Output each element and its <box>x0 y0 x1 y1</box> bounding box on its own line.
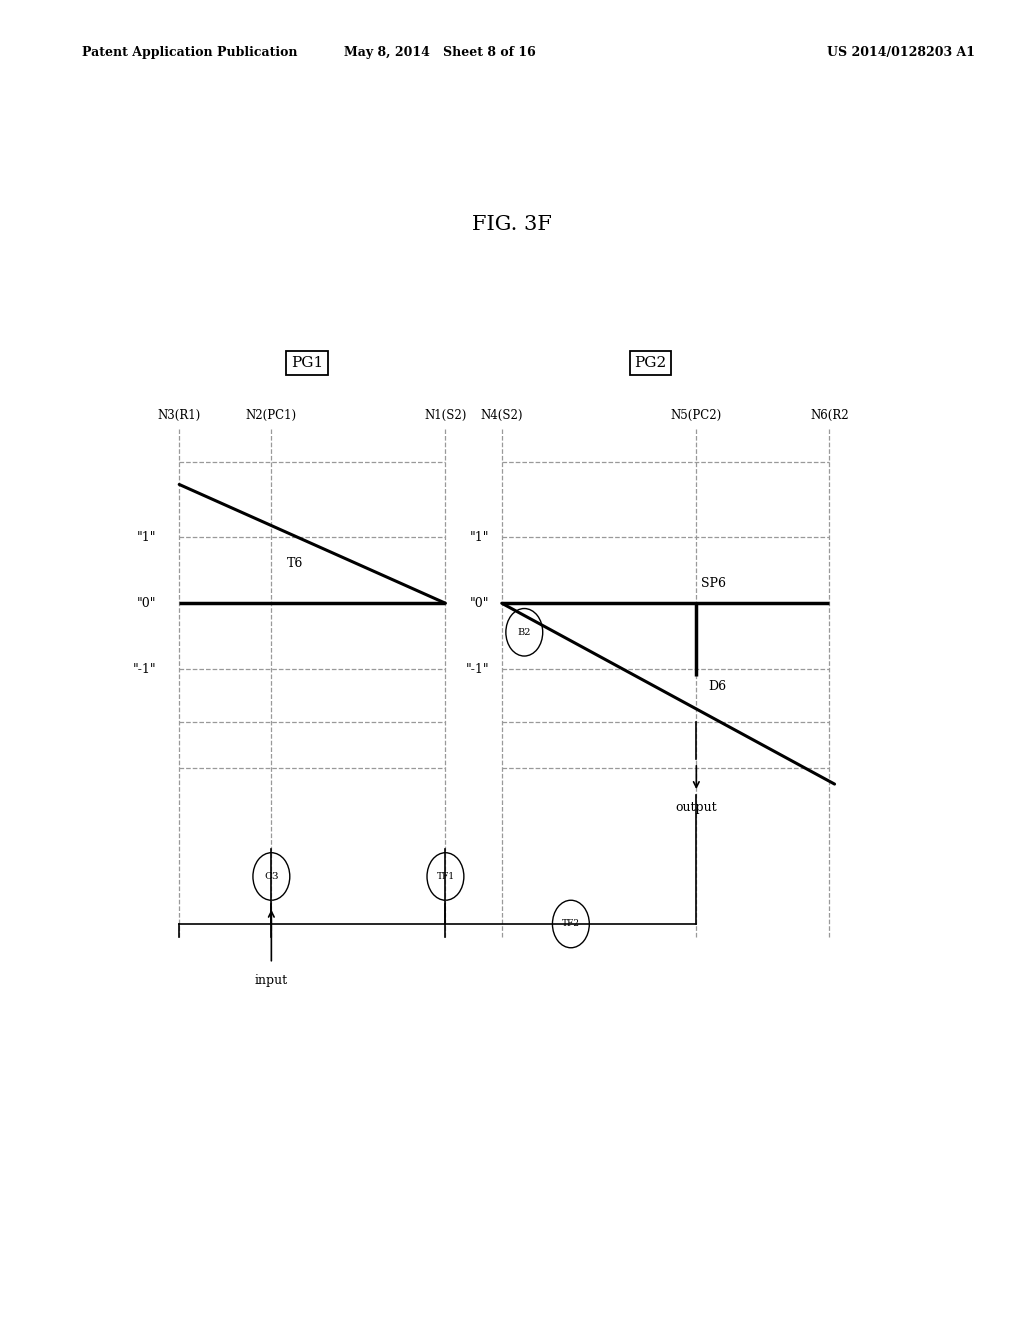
Text: Patent Application Publication: Patent Application Publication <box>82 46 297 59</box>
Text: N1(S2): N1(S2) <box>424 409 467 422</box>
Text: D6: D6 <box>709 680 727 693</box>
Text: TF1: TF1 <box>436 873 455 880</box>
Text: "0": "0" <box>137 597 157 610</box>
Text: B2: B2 <box>517 628 531 636</box>
Text: SP6: SP6 <box>701 577 726 590</box>
Text: "1": "1" <box>470 531 489 544</box>
Text: N2(PC1): N2(PC1) <box>246 409 297 422</box>
Text: T6: T6 <box>287 557 303 570</box>
Text: "0": "0" <box>470 597 489 610</box>
Text: C3: C3 <box>264 873 279 880</box>
Text: N3(R1): N3(R1) <box>158 409 201 422</box>
Text: "-1": "-1" <box>133 663 157 676</box>
Text: TF2: TF2 <box>562 920 580 928</box>
Text: PG2: PG2 <box>634 356 667 370</box>
Text: output: output <box>676 801 717 814</box>
Text: PG1: PG1 <box>291 356 324 370</box>
Text: "-1": "-1" <box>466 663 489 676</box>
Text: FIG. 3F: FIG. 3F <box>472 215 552 234</box>
Text: N6(R2: N6(R2 <box>810 409 849 422</box>
Text: N4(S2): N4(S2) <box>480 409 523 422</box>
Text: input: input <box>255 974 288 987</box>
Text: N5(PC2): N5(PC2) <box>671 409 722 422</box>
Text: US 2014/0128203 A1: US 2014/0128203 A1 <box>827 46 975 59</box>
Text: "1": "1" <box>137 531 157 544</box>
Text: May 8, 2014   Sheet 8 of 16: May 8, 2014 Sheet 8 of 16 <box>344 46 537 59</box>
